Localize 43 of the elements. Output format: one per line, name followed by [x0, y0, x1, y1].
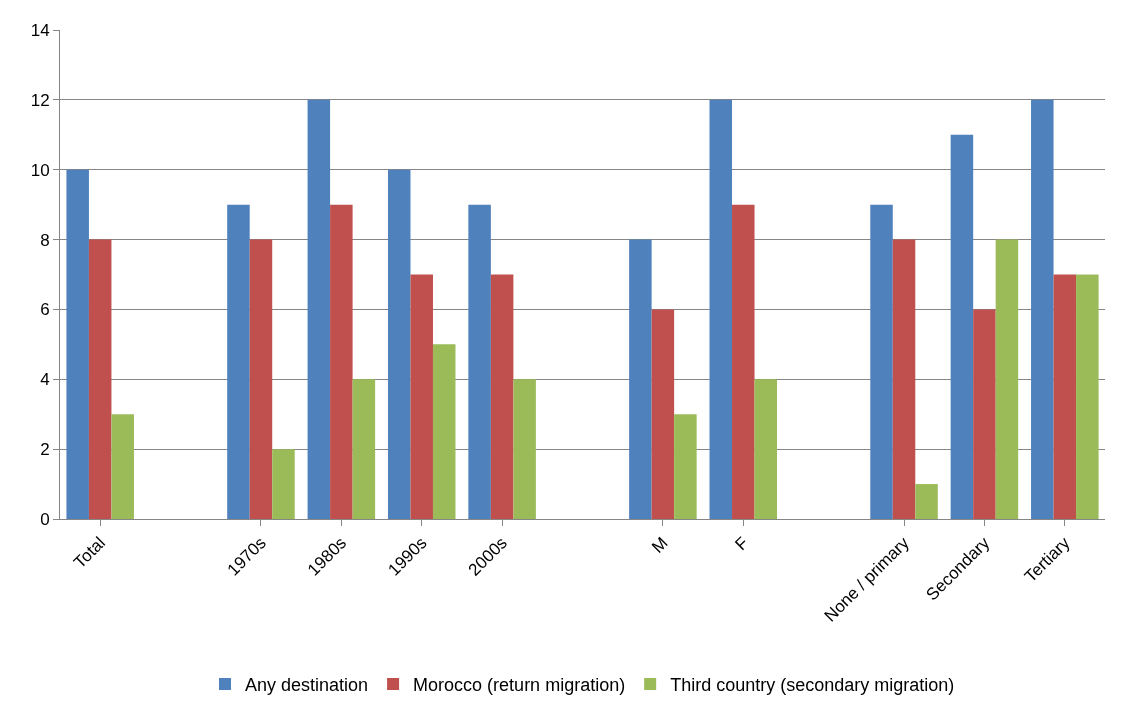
y-tick-label: 6 — [40, 300, 50, 320]
bar — [88, 239, 112, 519]
bar — [272, 449, 295, 519]
legend-label: Third country (secondary migration) — [670, 674, 955, 695]
bar — [651, 309, 675, 519]
bar — [1053, 274, 1077, 519]
bar — [709, 99, 733, 519]
y-tick-label: 10 — [30, 160, 50, 180]
bar — [1076, 274, 1099, 519]
y-tick-label: 8 — [40, 230, 50, 250]
bar — [995, 239, 1019, 519]
legend-label: Any destination — [245, 674, 369, 695]
y-tick-label: 0 — [40, 509, 50, 529]
bar — [513, 379, 536, 519]
bar — [111, 414, 134, 519]
y-tick-label: 12 — [30, 90, 50, 110]
bar — [892, 239, 916, 519]
bar — [674, 414, 697, 519]
bar — [352, 379, 376, 519]
y-tick-label: 14 — [30, 20, 50, 40]
bar — [1031, 99, 1054, 519]
bar — [330, 204, 353, 519]
y-tick-label: 2 — [40, 440, 50, 460]
bar — [307, 99, 331, 519]
bar — [754, 379, 778, 519]
bar — [915, 484, 938, 519]
x-tick-label: F — [731, 533, 753, 555]
y-tick-label: 4 — [40, 370, 50, 390]
legend-label: Morocco (return migration) — [413, 674, 626, 695]
bar — [973, 309, 996, 519]
bar — [249, 239, 273, 519]
bar — [490, 274, 514, 519]
bar — [66, 169, 89, 519]
bar — [432, 344, 456, 519]
bar — [410, 274, 433, 519]
bar — [950, 134, 974, 519]
bar — [468, 204, 491, 519]
bar — [387, 169, 411, 519]
bar — [870, 204, 893, 519]
bar — [629, 239, 652, 519]
x-tick-label: M — [648, 533, 672, 557]
bar — [227, 204, 250, 519]
bar — [732, 204, 755, 519]
